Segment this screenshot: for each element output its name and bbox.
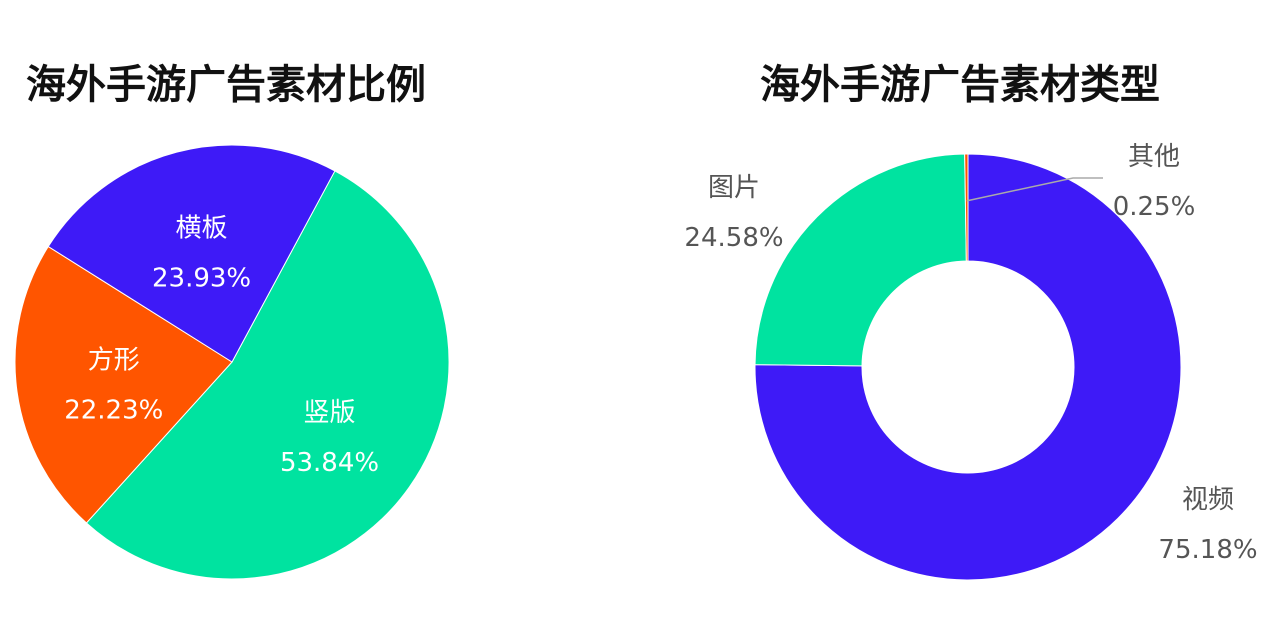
chart-title-left: 海外手游广告素材比例 [26, 62, 426, 108]
slice-value-其他: 0.25% [1113, 192, 1196, 222]
slice-value-横板: 23.93% [152, 264, 251, 294]
slice-label-视频: 视频 [1182, 485, 1234, 515]
slice-label-竖版: 竖版 [304, 398, 356, 428]
slice-label-图片: 图片 [708, 173, 760, 203]
pie-slice-方形 [14, 245, 233, 524]
slice-value-图片: 24.58% [684, 223, 783, 253]
chart-title-right: 海外手游广告素材类型 [760, 62, 1160, 108]
pie-slice-竖版 [85, 170, 450, 580]
donut-slice-其他 [964, 153, 969, 262]
slice-value-竖版: 53.84% [280, 448, 379, 478]
leader-line-其他 [966, 177, 1103, 202]
slice-label-其他: 其他 [1128, 142, 1180, 172]
slice-value-方形: 22.23% [64, 395, 163, 425]
slice-label-方形: 方形 [88, 345, 140, 375]
pie-slice-横板 [47, 144, 336, 363]
slice-value-视频: 75.18% [1158, 535, 1257, 565]
donut-slice-图片 [754, 153, 967, 367]
slice-label-横板: 横板 [176, 214, 228, 244]
donut-slice-视频 [754, 153, 1182, 581]
